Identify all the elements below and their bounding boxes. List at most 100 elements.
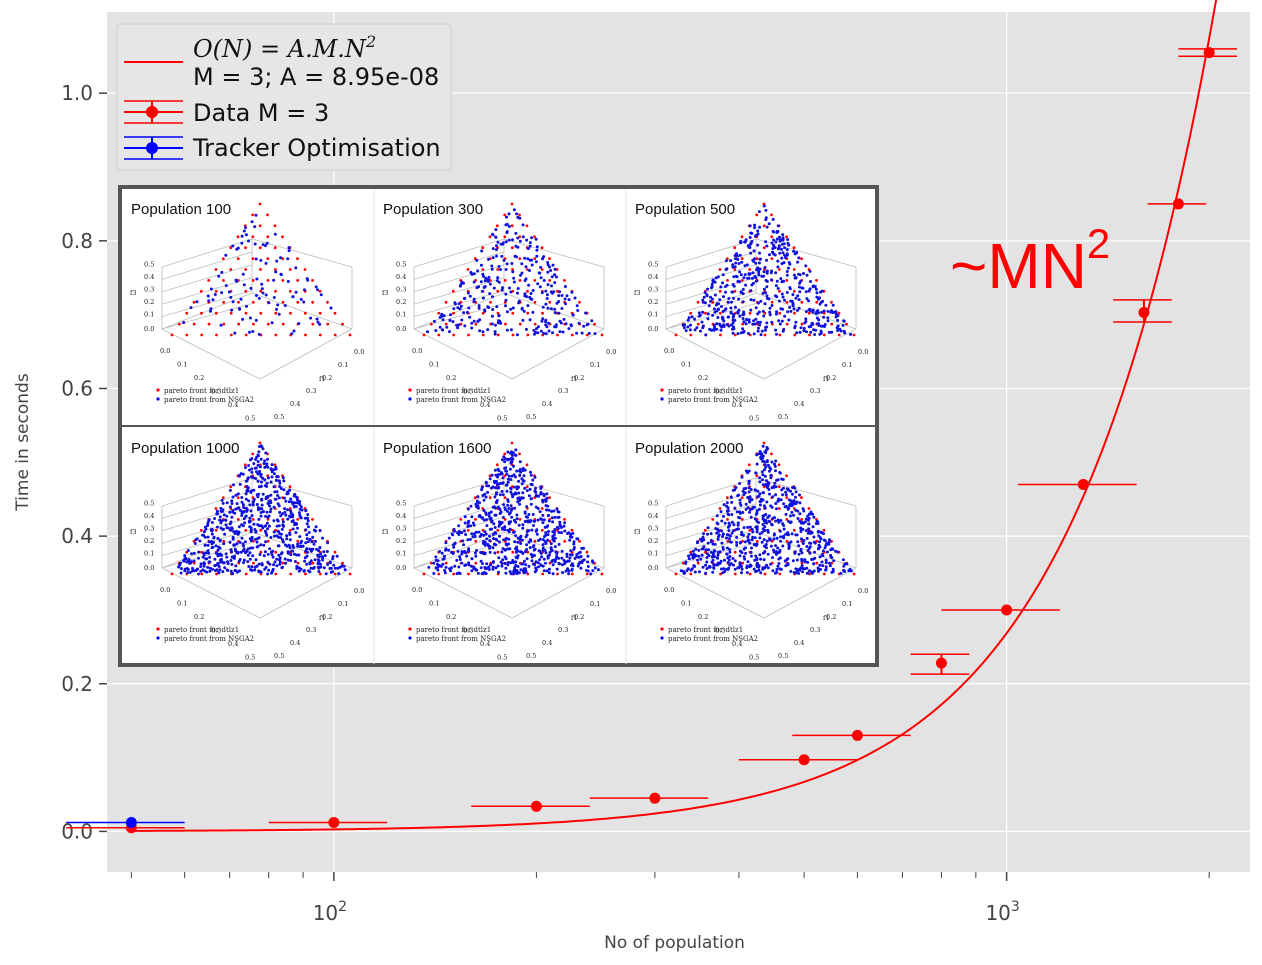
- pareto-red-point: [222, 300, 226, 304]
- pareto-red-point: [237, 322, 241, 326]
- pareto-blue-point: [488, 550, 492, 554]
- pareto-blue-point: [206, 565, 210, 569]
- pareto-red-point: [762, 441, 766, 445]
- pareto-blue-point: [776, 224, 780, 228]
- pareto-red-point: [258, 246, 262, 250]
- pareto-blue-point: [535, 245, 539, 249]
- pareto-blue-point: [452, 307, 456, 311]
- pareto-blue-point: [322, 550, 326, 554]
- pareto-blue-point: [687, 316, 691, 320]
- panel-legend-red: pareto front for dtlz1: [164, 387, 239, 395]
- pareto-blue-point: [783, 559, 787, 563]
- pareto-blue-point: [272, 472, 276, 476]
- pareto-blue-point: [782, 486, 785, 490]
- pareto-red-point: [503, 235, 507, 239]
- pareto-blue-point: [510, 262, 514, 265]
- panel-y-tick: 0.3: [306, 387, 316, 395]
- pareto-blue-point: [758, 225, 762, 229]
- pareto-blue-point: [763, 266, 767, 269]
- pareto-blue-point: [293, 501, 297, 505]
- pareto-blue-point: [190, 552, 193, 556]
- pareto-blue-point: [780, 247, 783, 251]
- pareto-blue-point: [512, 492, 516, 496]
- pareto-blue-point: [495, 305, 499, 309]
- pareto-red-point: [525, 224, 529, 228]
- pareto-blue-point: [457, 524, 461, 528]
- pareto-blue-point: [821, 564, 825, 568]
- pareto-blue-point: [275, 475, 279, 479]
- pareto-red-point: [526, 572, 530, 576]
- pareto-blue-point: [487, 514, 491, 518]
- pareto-blue-point: [503, 525, 507, 529]
- pareto-blue-point: [242, 517, 246, 521]
- pareto-blue-point: [706, 287, 710, 291]
- pareto-blue-point: [522, 309, 526, 313]
- wire-floor-right: [251, 531, 353, 569]
- pareto-red-point: [526, 333, 530, 337]
- pareto-blue-point: [741, 287, 745, 291]
- pareto-blue-point: [830, 330, 834, 334]
- pareto-blue-point: [241, 472, 245, 476]
- pareto-blue-point: [234, 564, 238, 568]
- pareto-blue-point: [726, 512, 730, 516]
- pareto-blue-point: [570, 567, 574, 571]
- pareto-blue-point: [519, 534, 523, 538]
- pareto-red-point: [526, 289, 529, 293]
- pareto-blue-point: [201, 533, 204, 537]
- wire-top-left: [413, 477, 505, 507]
- pareto-blue-point: [237, 307, 241, 311]
- pareto-blue-point: [817, 318, 821, 322]
- pareto-blue-point: [577, 562, 581, 566]
- pareto-blue-point: [775, 310, 779, 314]
- pareto-blue-point: [734, 274, 738, 278]
- pareto-blue-point: [256, 463, 260, 467]
- pareto-blue-point: [230, 550, 234, 554]
- pareto-blue-point: [713, 563, 717, 567]
- pareto-blue-point: [517, 491, 521, 495]
- panel-x-tick: 0.4: [480, 640, 490, 648]
- pareto-blue-point: [475, 568, 479, 572]
- pareto-blue-point: [758, 476, 762, 480]
- pareto-blue-point: [575, 304, 579, 308]
- pareto-blue-point: [477, 304, 481, 308]
- pareto-blue-point: [761, 483, 765, 487]
- pareto-blue-point: [272, 296, 276, 299]
- pareto-red-point: [696, 561, 700, 565]
- pareto-blue-point: [253, 242, 257, 246]
- pareto-red-point: [704, 550, 707, 554]
- pareto-blue-point: [202, 564, 206, 568]
- pareto-blue-point: [847, 569, 851, 573]
- panel-z-tick: 0.2: [396, 537, 406, 545]
- pareto-blue-point: [805, 536, 809, 540]
- pareto-blue-point: [226, 562, 230, 565]
- pareto-blue-point: [807, 325, 811, 329]
- pareto-blue-point: [302, 569, 306, 573]
- pareto-blue-point: [305, 547, 309, 551]
- pareto-red-point: [281, 561, 285, 565]
- pareto-red-point: [185, 311, 189, 315]
- pareto-blue-point: [542, 255, 546, 259]
- panel-x-tick: 0.5: [497, 415, 507, 423]
- wire-front-right: [259, 328, 353, 380]
- pareto-blue-point: [203, 525, 207, 529]
- pareto-blue-point: [256, 508, 260, 512]
- pareto-blue-point: [476, 495, 480, 499]
- pareto-blue-point: [235, 542, 239, 546]
- panel-z-tick: 0.0: [648, 564, 658, 572]
- pareto-blue-point: [748, 510, 751, 514]
- panel-x-tick: 0.2: [698, 613, 708, 621]
- pareto-blue-point: [215, 509, 219, 513]
- pareto-red-point: [229, 268, 233, 271]
- pareto-blue-point: [831, 303, 835, 307]
- panel-y-tick: 0.2: [574, 374, 584, 382]
- pareto-blue-point: [544, 323, 548, 327]
- pareto-blue-point: [723, 521, 727, 525]
- pareto-red-point: [785, 539, 789, 543]
- pareto-blue-point: [697, 570, 701, 574]
- pareto-blue-point: [238, 482, 242, 486]
- pareto-blue-point: [565, 555, 569, 558]
- pareto-blue-point: [244, 492, 248, 496]
- pareto-blue-point: [825, 550, 829, 554]
- pareto-red-point: [244, 311, 248, 315]
- pareto-blue-point: [241, 542, 245, 546]
